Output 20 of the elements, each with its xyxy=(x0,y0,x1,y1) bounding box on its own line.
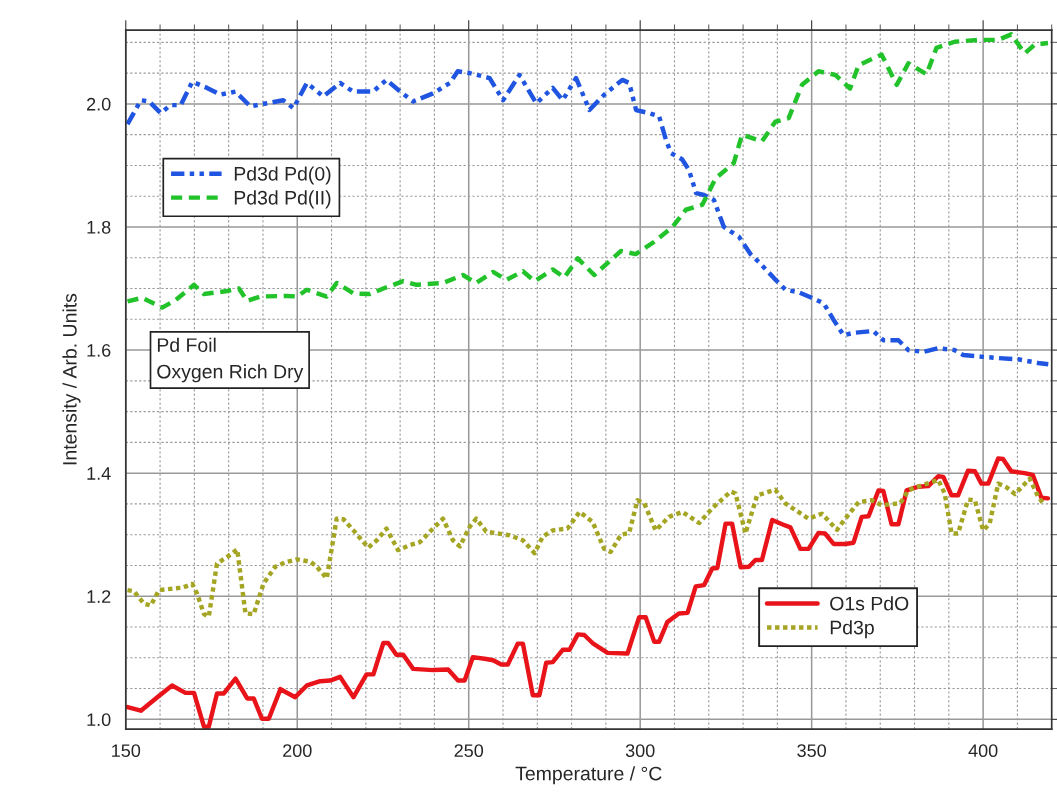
y-axis-title: Intensity / Arb. Units xyxy=(62,293,81,465)
x-tick-label: 150 xyxy=(112,744,141,758)
y-tick-label: 1.0 xyxy=(87,713,111,727)
y-tick-label: 1.6 xyxy=(87,344,111,357)
y-tick-label: 2.0 xyxy=(87,97,111,111)
x-tick-label: 350 xyxy=(797,744,827,758)
line-series xyxy=(125,476,1048,619)
x-tick-label: 250 xyxy=(454,744,484,758)
legend-label: Pd3d Pd(0) xyxy=(234,166,331,185)
x-axis-title: Temperature / °C xyxy=(515,766,662,785)
legend-label: Pd3d Pd(II) xyxy=(234,190,331,209)
y-tick-label: 1.2 xyxy=(87,590,111,603)
x-tick-label: 200 xyxy=(283,744,312,758)
y-tick-label: 1.8 xyxy=(87,220,111,234)
annotation: Pd Foil Oxygen Rich Dry xyxy=(157,337,304,383)
y-tick-label: 1.4 xyxy=(87,467,111,480)
x-tick-label: 300 xyxy=(625,744,655,758)
legend-label: O1s PdO xyxy=(830,596,909,611)
legend-label: Pd3p xyxy=(830,620,874,639)
x-tick-label: 400 xyxy=(968,744,998,758)
